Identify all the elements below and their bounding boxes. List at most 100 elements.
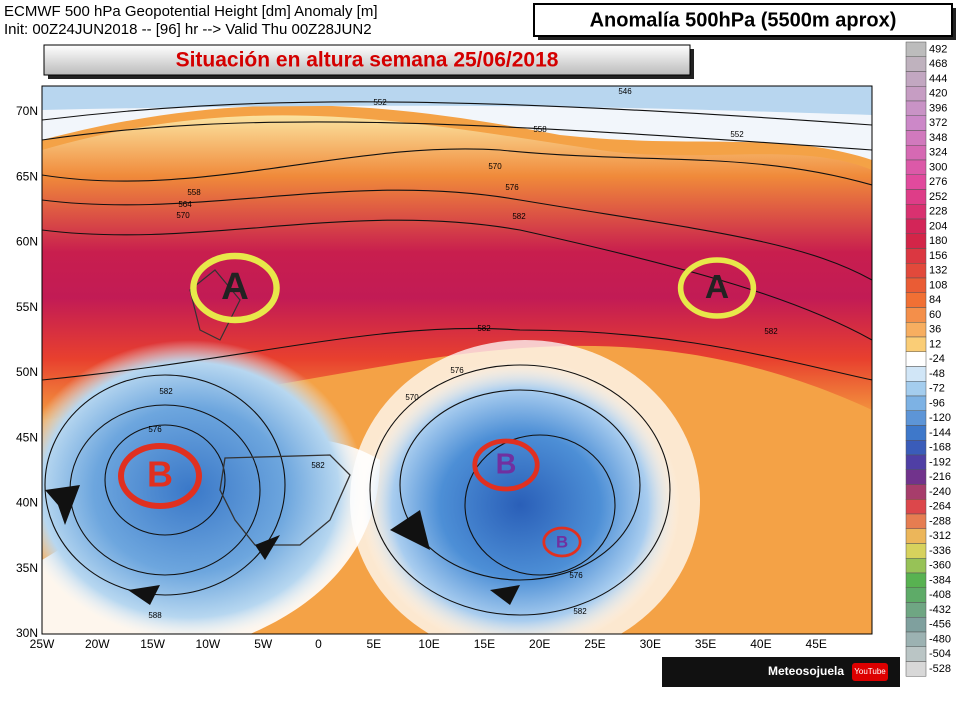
colorbar-cell: [905, 528, 927, 544]
colorbar-cell: [905, 174, 927, 190]
contour-label: 582: [764, 327, 778, 336]
lon-label: 25W: [30, 637, 55, 651]
colorbar-cell: [905, 292, 927, 308]
colorbar-cell: [905, 631, 927, 647]
colorbar-label: 132: [929, 265, 947, 277]
colorbar-cell: [905, 587, 927, 603]
colorbar-cell: [905, 204, 927, 220]
colorbar-label: 228: [929, 206, 947, 218]
contour-label: 570: [176, 211, 190, 220]
lon-label: 15W: [140, 637, 165, 651]
contour-label: 558: [533, 125, 547, 134]
title: Anomalía 500hPa (5500m aprox): [590, 9, 897, 31]
lat-label: 30N: [16, 626, 38, 640]
contours: [42, 101, 872, 616]
colorbar-label: 84: [929, 294, 941, 306]
colorbar-label: -264: [929, 501, 951, 513]
colorbar-label: 420: [929, 88, 947, 100]
contour-label: 576: [505, 183, 519, 192]
colorbar-label: -168: [929, 442, 951, 454]
contour-label: 582: [512, 212, 526, 221]
colorbar-cell: [905, 277, 927, 293]
colorbar-cell: [905, 425, 927, 441]
colorbar-cell: [905, 499, 927, 515]
colorbar-label: -192: [929, 456, 951, 468]
lon-label: 0: [315, 637, 322, 651]
contour-label: 576: [569, 571, 583, 580]
colorbar-label: -384: [929, 574, 951, 586]
colorbar-cell: [905, 661, 927, 677]
colorbar-label: 324: [929, 147, 947, 159]
colorbar-label: 396: [929, 102, 947, 114]
colorbar-cell: [905, 233, 927, 249]
contour-label: 558: [187, 188, 201, 197]
colorbar-cell: [905, 381, 927, 397]
colorbar-cell: [905, 56, 927, 72]
colorbar-label: 348: [929, 132, 947, 144]
colorbar-label: 300: [929, 161, 947, 173]
colorbar-label: 36: [929, 324, 941, 336]
colorbar-cell: [905, 130, 927, 146]
youtube-icon: [852, 663, 888, 681]
colorbar-label: -72: [929, 383, 945, 395]
lat-label: 65N: [16, 169, 38, 183]
contour-label: 552: [730, 130, 744, 139]
lon-label: 20W: [85, 637, 110, 651]
lat-label: 60N: [16, 235, 38, 249]
colorbar-label: 468: [929, 58, 947, 70]
system-ring: [677, 257, 757, 319]
lat-label: 35N: [16, 561, 38, 575]
colorbar-cell: [905, 159, 927, 175]
colorbar-label: -432: [929, 604, 951, 616]
iberia-outline: [219, 454, 351, 546]
footer-brand: Meteosojuela: [768, 664, 844, 678]
colorbar-label: 12: [929, 338, 941, 350]
system-ring: [472, 438, 540, 492]
colorbar-label: -240: [929, 486, 951, 498]
colorbar-cell: [905, 189, 927, 205]
contour-label: 582: [311, 461, 325, 470]
colorbar-cell: [905, 410, 927, 426]
lon-label: 5E: [366, 637, 381, 651]
colorbar-label: 108: [929, 279, 947, 291]
colorbar-label: -408: [929, 589, 951, 601]
colorbar-cell: [905, 218, 927, 234]
colorbar-label: -216: [929, 471, 951, 483]
colorbar-cell: [905, 617, 927, 633]
colorbar-cell: [905, 248, 927, 264]
system-symbol: B: [147, 454, 173, 495]
colorbar-label: -120: [929, 412, 951, 424]
contour-label: 576: [450, 366, 464, 375]
lat-label: 40N: [16, 496, 38, 510]
colorbar-label: -96: [929, 397, 945, 409]
colorbar-cell: [905, 41, 927, 57]
colorbar-cell: [905, 646, 927, 662]
subtitle: Situación en altura semana 25/06/2018: [176, 49, 559, 72]
system-ring: [118, 443, 202, 509]
colorbar-cell: [905, 454, 927, 470]
colorbar-cell: [905, 602, 927, 618]
map-frame: [41, 85, 873, 635]
colorbar-label: -360: [929, 560, 951, 572]
colorbar-label: 156: [929, 250, 947, 262]
colorbar-cell: [905, 322, 927, 338]
colorbar-cell: [905, 263, 927, 279]
colorbar-cell: [905, 115, 927, 131]
contour-label: 552: [373, 98, 387, 107]
contour-label: 546: [618, 87, 632, 96]
colorbar-cell: [905, 336, 927, 352]
colorbar-cell: [905, 145, 927, 161]
system-symbol: B: [556, 532, 568, 551]
colorbar-cell: [905, 513, 927, 529]
colorbar-label: -456: [929, 619, 951, 631]
lat-label: 70N: [16, 104, 38, 118]
contour-label: 570: [405, 393, 419, 402]
contour-label: 582: [477, 324, 491, 333]
title-box: [533, 3, 953, 37]
colorbar-cell: [905, 351, 927, 367]
colorbar-cell: [905, 469, 927, 485]
colorbar-cell: [905, 71, 927, 87]
colorbar-label: 204: [929, 220, 947, 232]
colorbar-label: 180: [929, 235, 947, 247]
